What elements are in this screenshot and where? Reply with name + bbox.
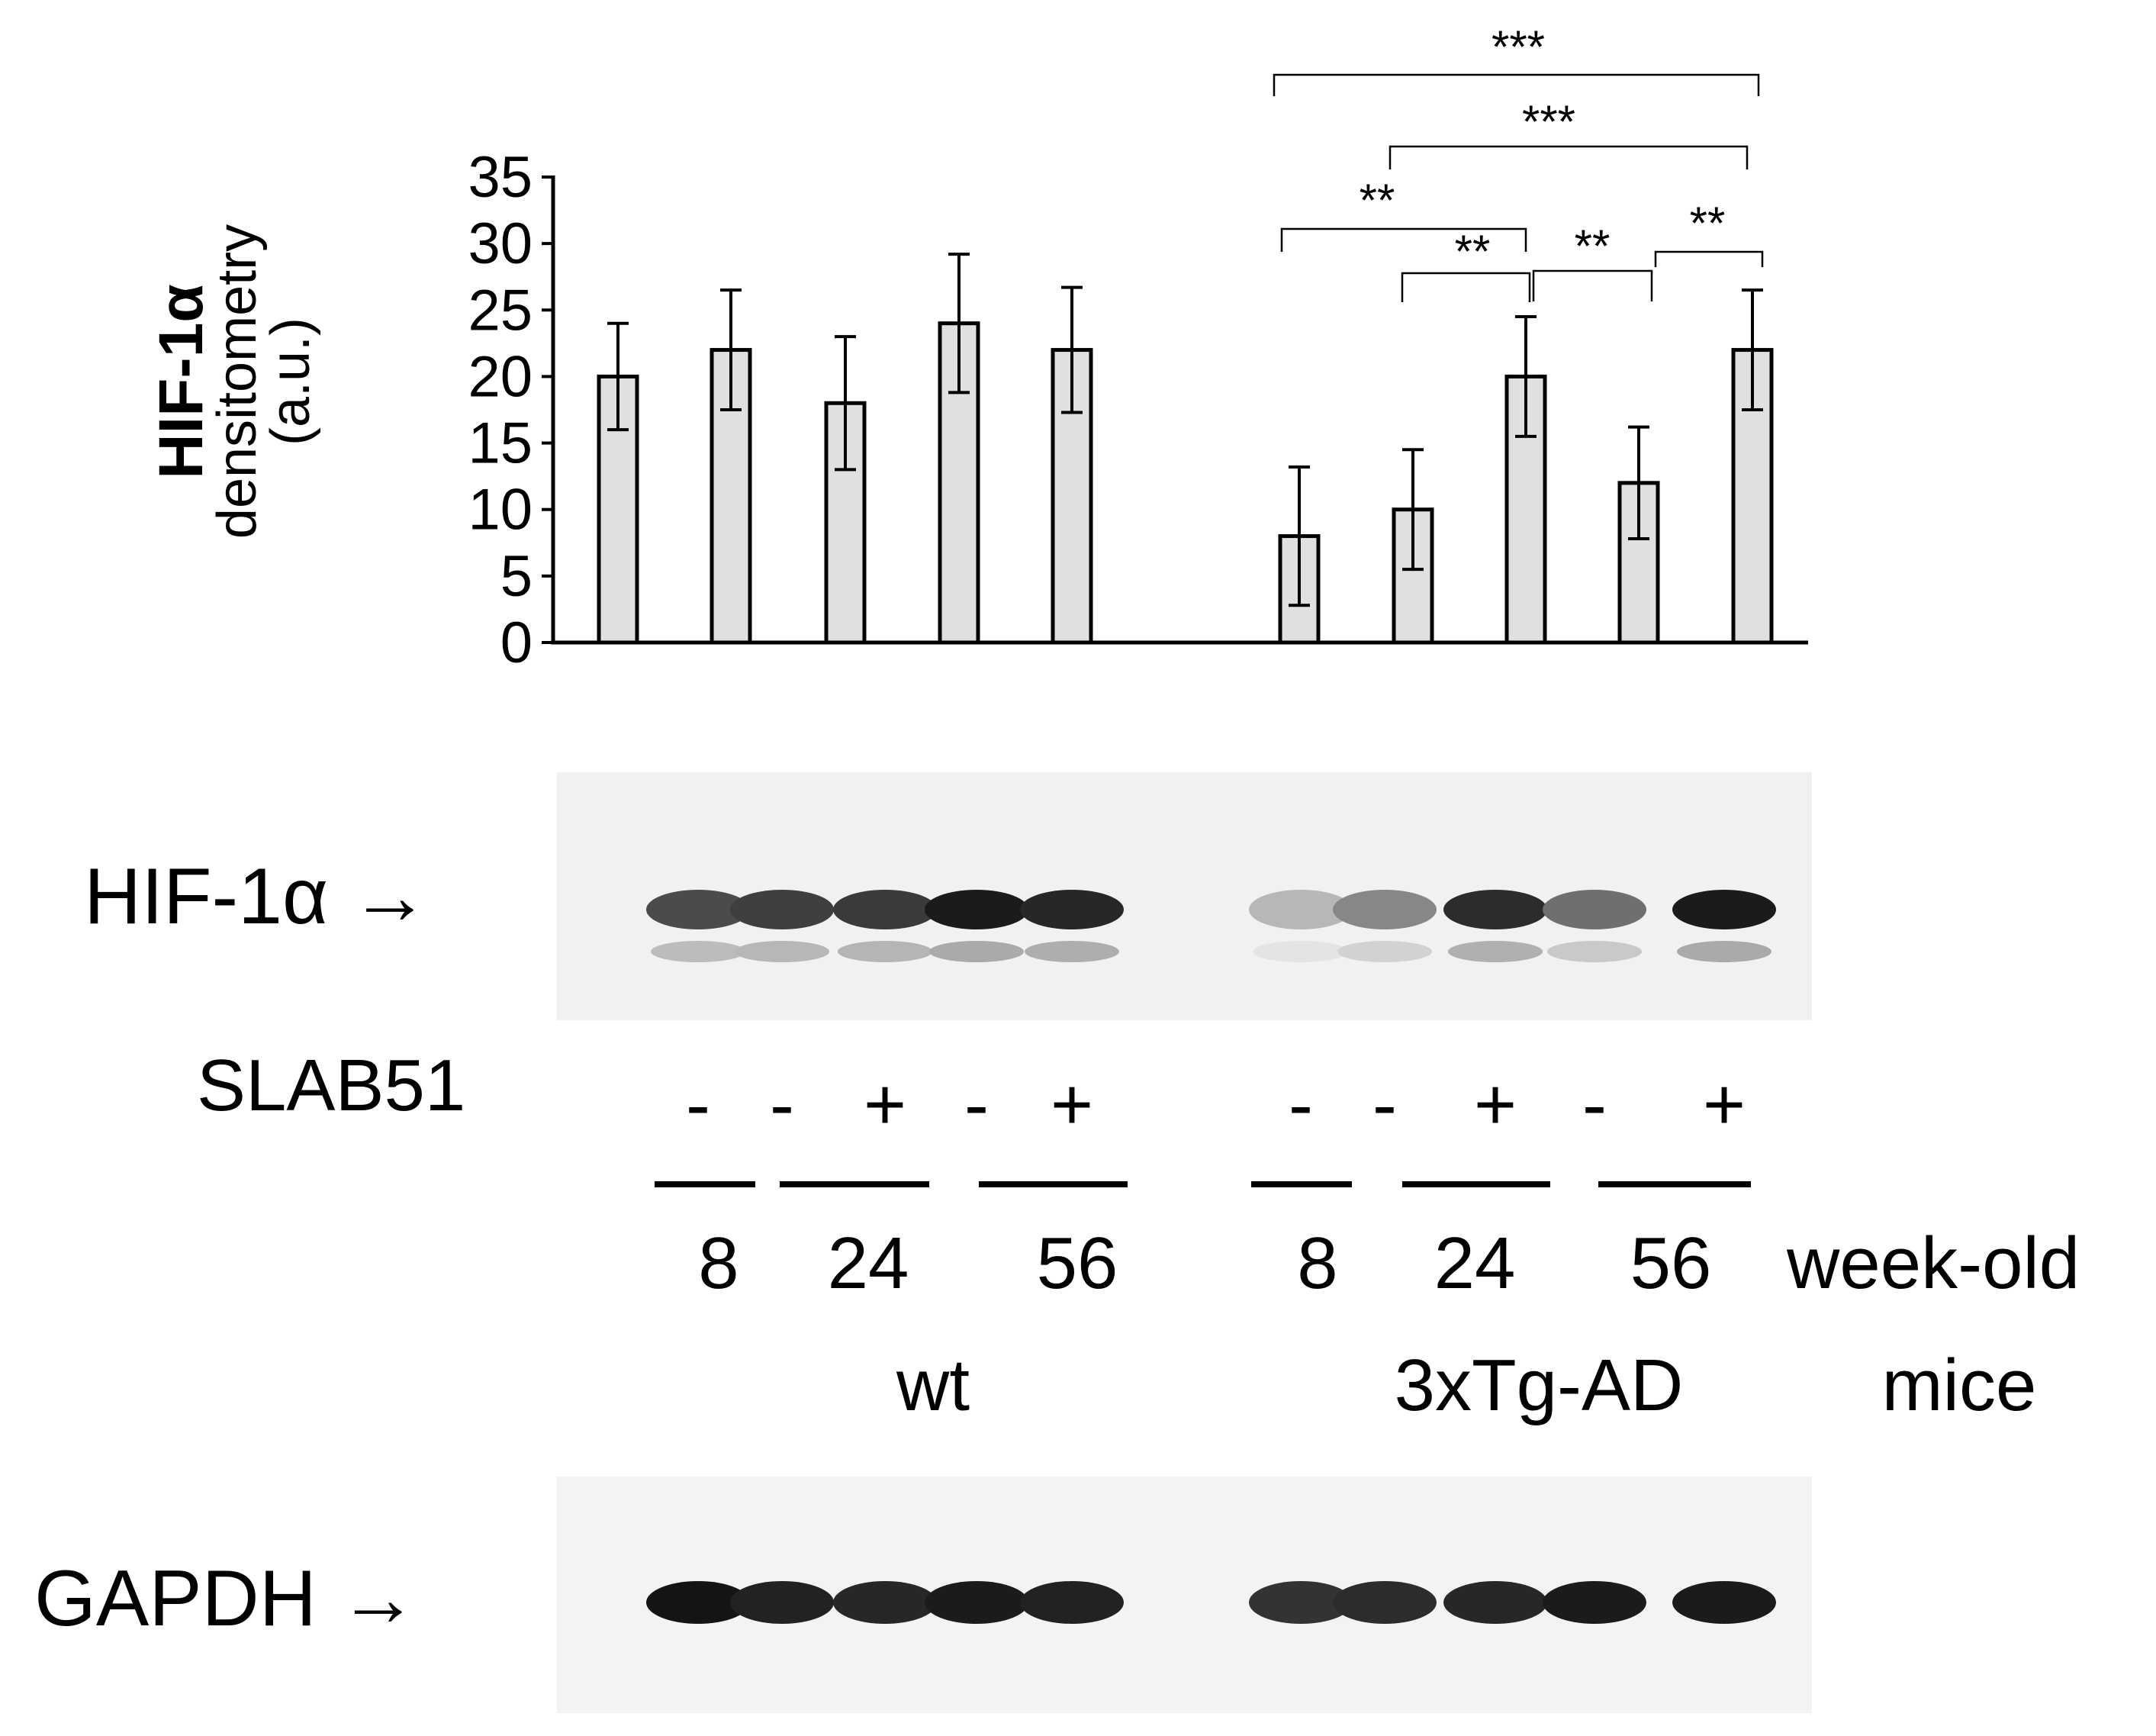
blot-band xyxy=(1543,1581,1646,1624)
treatment-sign: - xyxy=(1582,1064,1607,1145)
significance-bracket xyxy=(1273,73,1760,96)
bars xyxy=(597,253,1774,645)
y-tick-label: 15 xyxy=(468,411,533,476)
blot-band xyxy=(1443,890,1547,929)
blot-band-faint xyxy=(929,941,1024,962)
blot-band xyxy=(730,890,834,929)
blot-band xyxy=(1333,890,1437,929)
treatment-sign: - xyxy=(770,1064,794,1145)
significance-brackets: ********** ** ** xyxy=(1273,21,1764,302)
blot-band xyxy=(833,1581,937,1624)
blot-band-faint xyxy=(735,941,829,962)
significance-bracket xyxy=(1654,250,1764,267)
y-axis-title: HIF-1α densitometry (a.u.) xyxy=(146,224,321,539)
y-axis-title-bold: HIF-1α xyxy=(146,284,216,478)
significance-label: *** xyxy=(1522,96,1575,147)
blot-band xyxy=(730,1581,834,1624)
treatment-sign: + xyxy=(864,1064,906,1145)
age-label: 24 xyxy=(828,1222,909,1304)
blot-band-faint xyxy=(1337,941,1432,962)
slab51-label: SLAB51 xyxy=(197,1045,465,1126)
blot-band xyxy=(1543,890,1646,929)
age-label: 8 xyxy=(1297,1222,1337,1304)
blot-band-faint xyxy=(1025,941,1119,962)
y-tick-label: 10 xyxy=(468,478,533,543)
treatment-sign: + xyxy=(1703,1064,1746,1145)
blot-band xyxy=(925,890,1028,929)
significance-label: *** xyxy=(1492,21,1545,72)
treatment-signs: - - + - + - - + - + xyxy=(686,1064,1746,1145)
y-tick-label: 30 xyxy=(468,211,533,276)
significance-label: ** xyxy=(1575,221,1611,272)
blot-band xyxy=(1249,1581,1353,1624)
treatment-sign: - xyxy=(964,1064,989,1145)
treatment-sign: + xyxy=(1474,1064,1517,1145)
age-label: 56 xyxy=(1630,1222,1712,1304)
blot-band xyxy=(1333,1581,1437,1624)
blot-band xyxy=(1020,890,1124,929)
blot-band xyxy=(1443,1581,1547,1624)
treatment-sign: - xyxy=(1372,1064,1397,1145)
blot-band xyxy=(833,890,937,929)
treatment-sign: + xyxy=(1051,1064,1093,1145)
group-label-mice: mice xyxy=(1882,1345,2037,1426)
group-label-wt: wt xyxy=(896,1345,970,1426)
blot-band xyxy=(646,1581,750,1624)
blot-band xyxy=(1672,1581,1776,1624)
age-label: 56 xyxy=(1037,1222,1118,1304)
y-axis-title-line3: (a.u.) xyxy=(260,317,321,446)
blot-band xyxy=(925,1581,1028,1624)
bar xyxy=(1392,507,1434,645)
blot-band xyxy=(1020,1581,1124,1624)
blot-band-faint xyxy=(1547,941,1642,962)
age-label: 8 xyxy=(698,1222,739,1304)
blot-band-faint xyxy=(1253,941,1348,962)
age-labels: 8 24 56 8 24 56 xyxy=(698,1222,1711,1304)
significance-label: ** xyxy=(1360,175,1395,226)
treatment-sign: - xyxy=(686,1064,710,1145)
gapdh-blot-label: GAPDH → xyxy=(34,1554,418,1643)
y-tick-label: 35 xyxy=(468,145,533,210)
age-unit-label: week-old xyxy=(1786,1222,2080,1304)
bar xyxy=(1504,374,1547,645)
blot-band-faint xyxy=(838,941,932,962)
y-tick-label: 0 xyxy=(500,610,533,675)
blot-band-faint xyxy=(1677,941,1771,962)
bar xyxy=(824,401,867,645)
significance-bracket xyxy=(1280,227,1527,252)
y-tick-label: 25 xyxy=(468,278,533,343)
blot-band-faint xyxy=(651,941,745,962)
blot-band xyxy=(1672,890,1776,929)
group-label-tg: 3xTg-AD xyxy=(1395,1345,1684,1426)
significance-bracket xyxy=(1401,272,1531,302)
age-label: 24 xyxy=(1434,1222,1516,1304)
significance-bracket xyxy=(1532,269,1653,301)
blot-band xyxy=(1249,890,1353,929)
blot-band xyxy=(646,890,750,929)
treatment-sign: - xyxy=(1289,1064,1313,1145)
significance-label: ** xyxy=(1455,226,1491,277)
y-axis-title-line2: densitometry xyxy=(207,224,268,539)
gapdh-blot-bands xyxy=(646,1581,1776,1624)
blot-band-faint xyxy=(1448,941,1543,962)
hif-blot-label: HIF-1α → xyxy=(84,852,430,941)
significance-label: ** xyxy=(1690,198,1726,249)
significance-bracket xyxy=(1389,145,1749,169)
y-tick-label: 5 xyxy=(500,544,533,609)
y-tick-label: 20 xyxy=(468,344,533,409)
hif-blot-bands xyxy=(646,890,1776,962)
